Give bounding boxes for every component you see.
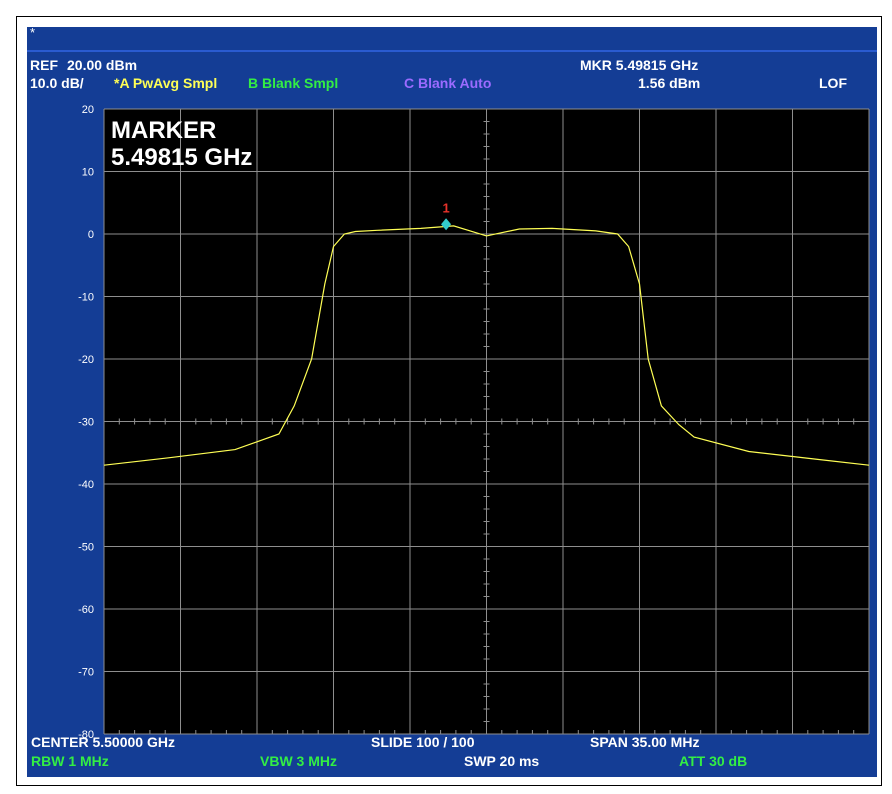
marker-level: 1.56 dBm [638,75,701,91]
y-tick-labels: 20 10 0 -10 -20 -30 -40 -50 -60 -70 -80 [78,104,94,741]
overlay-marker-frequency: 5.49815 GHz [111,144,252,171]
span-value: SPAN 35.00 MHz [590,734,700,750]
scale-per-div: 10.0 dB/ [30,75,84,91]
y-tick-label: -60 [78,604,94,616]
top-divider [27,50,877,52]
center-frequency: CENTER 5.50000 GHz [31,734,175,750]
marker-1-diamond [441,218,452,231]
overlay-marker-title: MARKER [111,117,216,144]
status-star: * [30,27,36,40]
y-tick-label: -40 [78,479,94,491]
trace-c-label: C Blank Auto [404,75,492,91]
y-tick-label: -70 [78,667,94,679]
y-tick-label: -10 [78,292,94,304]
y-tick-label: 0 [88,229,94,241]
ref-label: REF [30,57,58,73]
trace-a-line [103,225,870,466]
vbw-value: VBW 3 MHz [260,753,337,769]
y-tick-label: -20 [78,354,94,366]
ref-level: 20.00 dBm [67,57,138,73]
y-tick-label: -50 [78,542,94,554]
marker-readout-overlay: MARKER 5.49815 GHz [111,117,252,171]
marker-frequency: MKR 5.49815 GHz [580,57,699,73]
grid [103,108,870,735]
lof-indicator: LOF [819,75,847,91]
sweep-time: SWP 20 ms [464,753,540,769]
attenuation: ATT 30 dB [679,753,748,769]
trace-b-label: B Blank Smpl [248,75,339,91]
trace-a-label: *A PwAvg Smpl [114,75,218,91]
slide-indicator: SLIDE 100 / 100 [371,734,475,750]
y-tick-label: -80 [78,729,94,741]
y-tick-label: -30 [78,417,94,429]
marker-1-label: 1 [442,200,449,215]
y-tick-label: 20 [82,104,94,116]
marker-1: 1 [441,200,452,231]
rbw-value: RBW 1 MHz [31,753,109,769]
y-tick-label: 10 [82,167,94,179]
spectrum-chart: 20 10 0 -10 -20 -30 -40 -50 -60 -70 -80 MARKER 5.4… [78,104,870,741]
